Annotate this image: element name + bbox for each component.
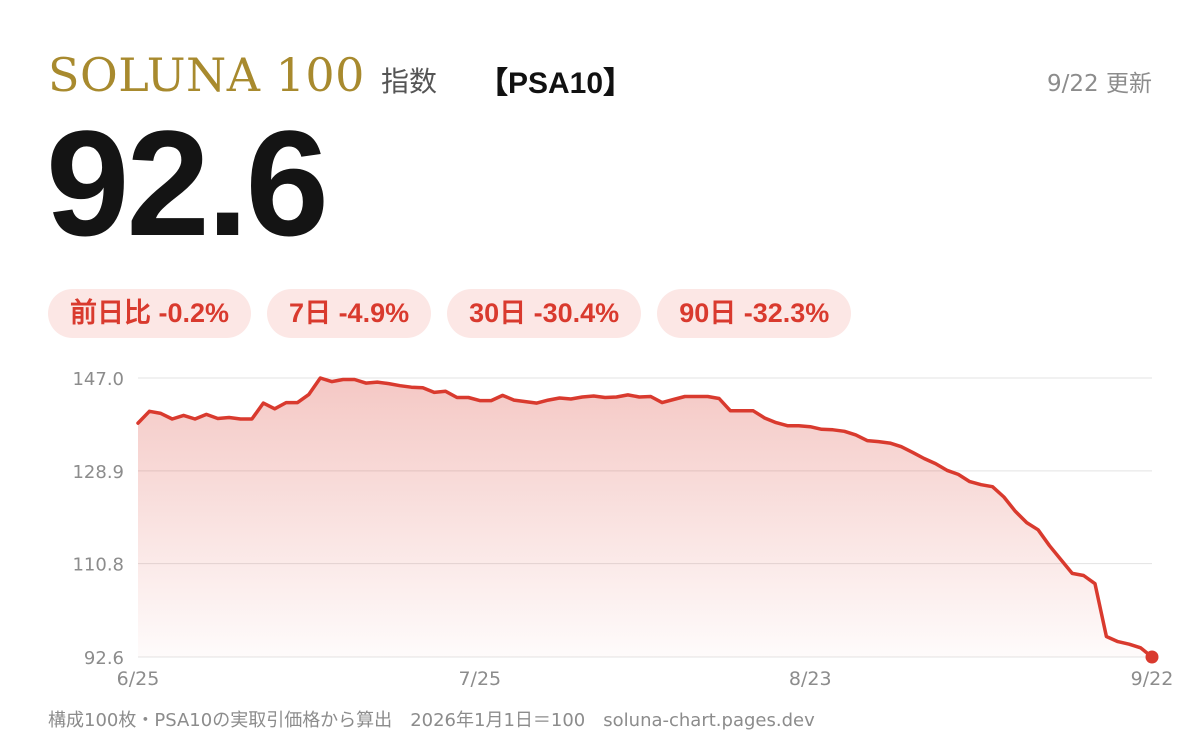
change-badge-90d: 90日 -32.3% <box>657 289 852 338</box>
y-tick-label: 110.8 <box>72 555 124 576</box>
current-index-value: 92.6 <box>46 99 329 267</box>
y-tick-label: 147.0 <box>72 369 124 390</box>
updated-date: 9/22 更新 <box>1047 71 1152 97</box>
x-tick-label: 7/25 <box>458 668 501 690</box>
change-badge-1d: 前日比 -0.2% <box>48 289 252 338</box>
footer-base: 2026年1月1日＝100 <box>410 710 586 731</box>
brand-title: SOLUNA 100 <box>48 48 365 102</box>
x-tick-label: 9/22 <box>1131 668 1174 690</box>
x-tick-label: 6/25 <box>117 668 160 690</box>
index-subtitle: 指数 <box>381 65 438 98</box>
change-badges: 前日比 -0.2% 7日 -4.9% 30日 -30.4% 90日 -32.3% <box>48 289 852 338</box>
change-badge-7d: 7日 -4.9% <box>267 289 432 338</box>
last-point-marker <box>1145 650 1159 664</box>
footer: 構成100枚・PSA10の実取引価格から算出 2026年1月1日＝100 solun… <box>48 706 815 732</box>
grade-tag: 【PSA10】 <box>478 67 634 100</box>
header: SOLUNA 100 指数 【PSA10】 9/22 更新 <box>48 44 1152 104</box>
series-area <box>138 378 1152 657</box>
footer-method: 構成100枚・PSA10の実取引価格から算出 <box>48 710 393 731</box>
y-tick-label: 128.9 <box>72 462 124 483</box>
series-line <box>136 376 1154 659</box>
footer-site: soluna-chart.pages.dev <box>603 710 815 731</box>
index-chart: 92.6 110.8 128.9 147.0 6/25 7/25 8/23 9/22 <box>72 369 1174 690</box>
y-tick-label: 92.6 <box>84 648 124 669</box>
x-tick-label: 8/23 <box>789 668 832 690</box>
change-badge-30d: 30日 -30.4% <box>447 289 642 338</box>
